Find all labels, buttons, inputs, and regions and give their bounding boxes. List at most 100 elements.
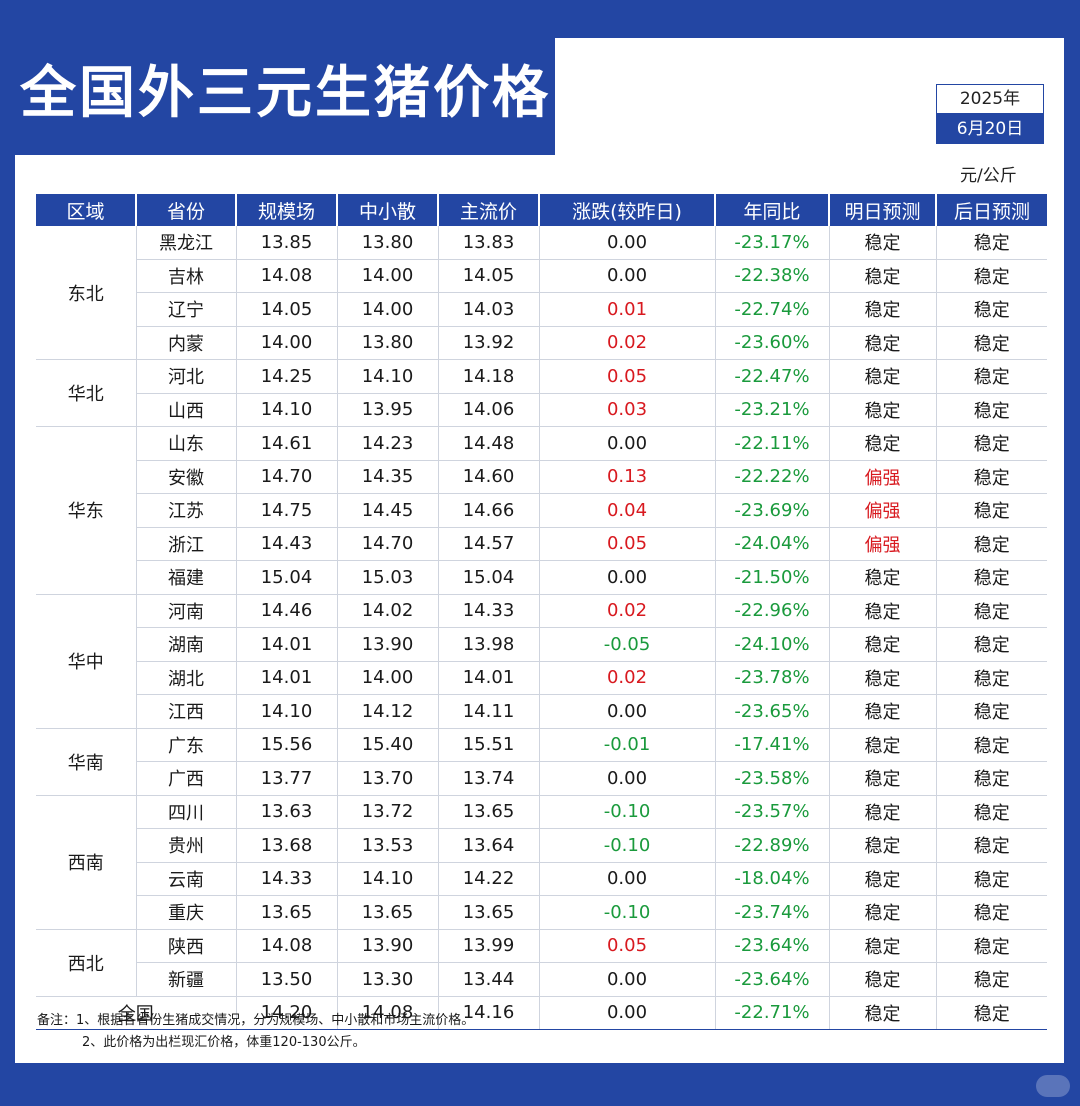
table-row: 新疆 13.50 13.30 13.44 0.00 -23.64% 稳定 稳定 (36, 962, 1047, 997)
yoy-cell: -22.38% (714, 259, 829, 293)
change-cell: 0.02 (538, 594, 715, 628)
province-cell: 黑龙江 (135, 226, 236, 260)
province-cell: 安徽 (135, 460, 236, 494)
tomorrow-forecast-cell: 稳定 (828, 426, 936, 461)
main-price-cell: 14.33 (437, 594, 539, 628)
header-change: 涨跌(较昨日) (538, 194, 715, 226)
main-price-cell: 13.98 (437, 627, 539, 662)
province-cell: 广西 (135, 761, 236, 796)
tomorrow-forecast-cell: 稳定 (828, 359, 936, 394)
header-region: 区域 (36, 194, 136, 226)
table-row: 华中 河南 14.46 14.02 14.33 0.02 -22.96% 稳定 稳定 (36, 594, 1047, 729)
tomorrow-forecast-cell: 稳定 (828, 226, 936, 260)
small-farm-cell: 13.90 (336, 929, 438, 963)
table-row: 云南 14.33 14.10 14.22 0.00 -18.04% 稳定 稳定 (36, 862, 1047, 896)
small-farm-cell: 13.80 (336, 326, 438, 360)
large-farm-cell: 14.00 (235, 326, 337, 360)
yoy-cell: -22.47% (714, 359, 829, 394)
day-after-forecast-cell: 稳定 (935, 359, 1047, 394)
national-main-price: 14.16 (437, 996, 539, 1030)
large-farm-cell: 14.75 (235, 493, 337, 528)
day-after-forecast-cell: 稳定 (935, 493, 1047, 528)
province-cell: 山东 (135, 426, 236, 461)
change-cell: 0.04 (538, 493, 715, 528)
tomorrow-forecast-cell: 偏强 (828, 493, 936, 528)
change-cell: 0.02 (538, 661, 715, 695)
change-cell: 0.02 (538, 326, 715, 360)
day-after-forecast-cell: 稳定 (935, 426, 1047, 461)
table-row: 西南 四川 13.63 13.72 13.65 -0.10 -23.57% 稳定 稳定 (36, 795, 1047, 930)
yoy-cell: -22.74% (714, 292, 829, 327)
main-price-cell: 13.65 (437, 795, 539, 829)
tomorrow-forecast-cell: 稳定 (828, 560, 936, 595)
table-row: 江西 14.10 14.12 14.11 0.00 -23.65% 稳定 稳定 (36, 694, 1047, 729)
province-cell: 广东 (135, 728, 236, 762)
province-cell: 湖南 (135, 627, 236, 662)
large-farm-cell: 14.08 (235, 929, 337, 963)
large-farm-cell: 14.01 (235, 627, 337, 662)
small-farm-cell: 14.00 (336, 661, 438, 695)
yoy-cell: -23.64% (714, 962, 829, 997)
change-cell: 0.13 (538, 460, 715, 494)
main-price-cell: 14.06 (437, 393, 539, 427)
change-cell: 0.00 (538, 761, 715, 796)
yoy-cell: -23.78% (714, 661, 829, 695)
main-price-cell: 15.04 (437, 560, 539, 595)
national-day-after: 稳定 (935, 996, 1047, 1030)
yoy-cell: -23.60% (714, 326, 829, 360)
tomorrow-forecast-cell: 稳定 (828, 929, 936, 963)
header-small-farm: 中小散 (336, 194, 438, 226)
province-cell: 山西 (135, 393, 236, 427)
region-cell: 东北 (36, 226, 136, 360)
table-body: 东北 黑龙江 13.85 13.80 13.83 0.00 -23.17% 稳定 稳定 吉林 14.… (36, 226, 1047, 1030)
tomorrow-forecast-cell: 稳定 (828, 627, 936, 662)
small-farm-cell: 13.70 (336, 761, 438, 796)
province-cell: 河南 (135, 594, 236, 628)
main-price-cell: 13.92 (437, 326, 539, 360)
tomorrow-forecast-cell: 稳定 (828, 694, 936, 729)
tomorrow-forecast-cell: 稳定 (828, 828, 936, 863)
large-farm-cell: 14.43 (235, 527, 337, 561)
day-after-forecast-cell: 稳定 (935, 962, 1047, 997)
province-cell: 江苏 (135, 493, 236, 528)
small-farm-cell: 14.00 (336, 292, 438, 327)
province-cell: 辽宁 (135, 292, 236, 327)
small-farm-cell: 15.40 (336, 728, 438, 762)
change-cell: -0.10 (538, 795, 715, 829)
header-province: 省份 (135, 194, 236, 226)
change-cell: 0.00 (538, 226, 715, 260)
main-price-cell: 14.01 (437, 661, 539, 695)
large-farm-cell: 14.46 (235, 594, 337, 628)
large-farm-cell: 13.85 (235, 226, 337, 260)
region-cell: 华中 (36, 594, 136, 729)
main-price-cell: 13.99 (437, 929, 539, 963)
small-farm-cell: 13.80 (336, 226, 438, 260)
large-farm-cell: 14.10 (235, 694, 337, 729)
province-cell: 浙江 (135, 527, 236, 561)
watermark-badge (1036, 1075, 1070, 1097)
tomorrow-forecast-cell: 稳定 (828, 761, 936, 796)
national-yoy: -22.71% (714, 996, 829, 1030)
large-farm-cell: 14.08 (235, 259, 337, 293)
small-farm-cell: 14.10 (336, 862, 438, 896)
province-cell: 内蒙 (135, 326, 236, 360)
date-day: 6月20日 (936, 114, 1044, 144)
table-row: 贵州 13.68 13.53 13.64 -0.10 -22.89% 稳定 稳定 (36, 828, 1047, 863)
national-change: 0.00 (538, 996, 715, 1030)
header-tomorrow: 明日预测 (828, 194, 936, 226)
header-main-price: 主流价 (437, 194, 539, 226)
change-cell: 0.03 (538, 393, 715, 427)
national-small-farm: 14.08 (336, 996, 438, 1030)
day-after-forecast-cell: 稳定 (935, 761, 1047, 796)
table-row: 内蒙 14.00 13.80 13.92 0.02 -23.60% 稳定 稳定 (36, 326, 1047, 360)
change-cell: 0.05 (538, 359, 715, 394)
small-farm-cell: 13.95 (336, 393, 438, 427)
main-price-cell: 14.66 (437, 493, 539, 528)
day-after-forecast-cell: 稳定 (935, 728, 1047, 762)
header-large-farm: 规模场 (235, 194, 337, 226)
note-2: 2、此价格为出栏现汇价格，体重120-130公斤。 (82, 1035, 366, 1050)
region-cell: 华北 (36, 359, 136, 427)
yoy-cell: -23.57% (714, 795, 829, 829)
table-row: 辽宁 14.05 14.00 14.03 0.01 -22.74% 稳定 稳定 (36, 292, 1047, 327)
province-cell: 吉林 (135, 259, 236, 293)
